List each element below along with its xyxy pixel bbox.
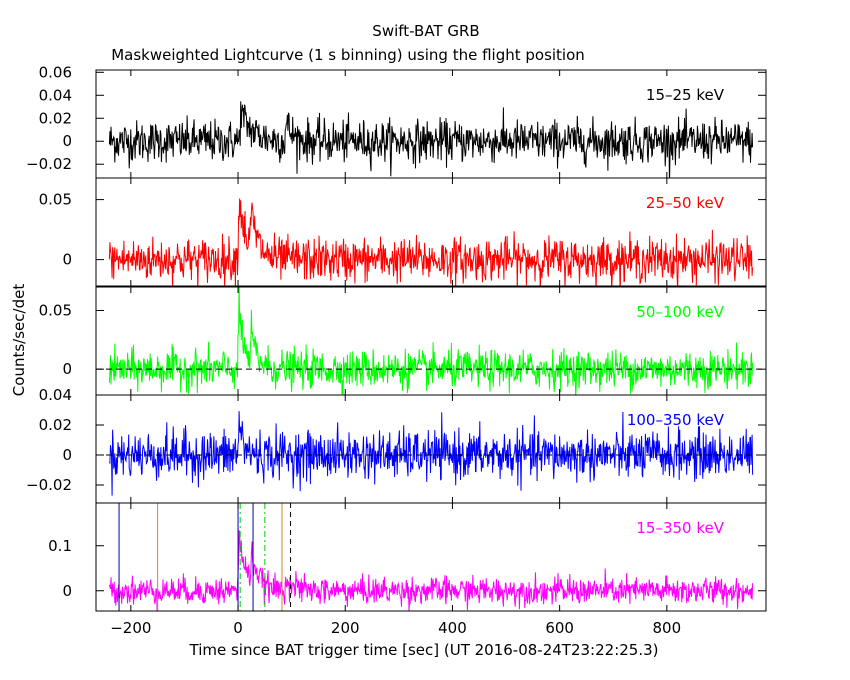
panel-3: 0 0.05 50–100 keV: [39, 286, 767, 396]
y-tick-label: 0.05: [39, 191, 72, 209]
band-label: 15–25 keV: [646, 86, 725, 104]
series-line-4: [108, 411, 754, 496]
y-tick-label: 0: [62, 446, 72, 464]
x-tick-label: 200: [331, 619, 360, 637]
y-tick-label: −0.02: [26, 155, 72, 173]
y-tick-label: 0.02: [39, 416, 72, 434]
y-tick-label: 0: [62, 251, 72, 269]
x-axis-label: Time since BAT trigger time [sec] (UT 20…: [189, 641, 659, 659]
y-tick-label: 0.1: [48, 537, 72, 555]
chart-title: Swift-BAT GRB: [372, 22, 479, 40]
series-line-5: [108, 529, 754, 611]
y-tick-label: 0.04: [39, 86, 72, 104]
y-tick-label: 0.04: [39, 386, 72, 404]
y-tick-label: −0.02: [26, 476, 72, 494]
y-axis-label: Counts/sec/det: [10, 284, 28, 397]
y-tick-label: 0.05: [39, 301, 72, 319]
chart-subtitle: Maskweighted Lightcurve (1 s binning) us…: [111, 46, 585, 64]
x-tick-label: −200: [110, 619, 151, 637]
series-line-2: [108, 198, 754, 286]
panel-frame: [95, 502, 767, 612]
y-tick-label: 0: [62, 132, 72, 150]
series-line-1: [108, 101, 754, 178]
panel-frame: [95, 177, 767, 287]
panel-2: 0 0.05 25–50 keV: [39, 177, 767, 287]
band-label: 25–50 keV: [646, 194, 725, 212]
x-tick-label: 600: [545, 619, 574, 637]
y-tick-label: 0: [62, 360, 72, 378]
band-label: 15–350 keV: [636, 519, 724, 537]
x-tick-label: 800: [653, 619, 682, 637]
panel-5: 0 0.1 15–350 keV: [48, 502, 767, 612]
x-tick-label: 0: [233, 619, 243, 637]
y-tick-label: 0.06: [39, 63, 72, 81]
panel-1: −0.02 0 0.02 0.04 0.06 15–25 keV: [26, 63, 767, 179]
y-tick-label: 0: [62, 582, 72, 600]
series-line-3: [108, 287, 754, 395]
x-axis: −200 0 200 400 600 800: [110, 619, 681, 637]
band-label: 50–100 keV: [636, 303, 724, 321]
x-tick-label: 400: [438, 619, 467, 637]
y-tick-label: 0.02: [39, 109, 72, 127]
band-label: 100–350 keV: [627, 411, 725, 429]
panel-4: −0.02 0 0.02 0.04 100–350 keV: [26, 386, 767, 504]
panels-group: −0.02 0 0.02 0.04 0.06 15–25 keV 0 0.05 25–50 ke…: [26, 63, 767, 612]
